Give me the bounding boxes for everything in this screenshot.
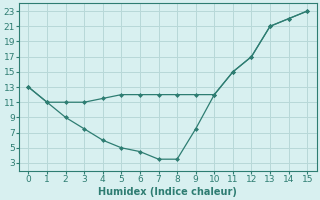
X-axis label: Humidex (Indice chaleur): Humidex (Indice chaleur) [98, 187, 237, 197]
